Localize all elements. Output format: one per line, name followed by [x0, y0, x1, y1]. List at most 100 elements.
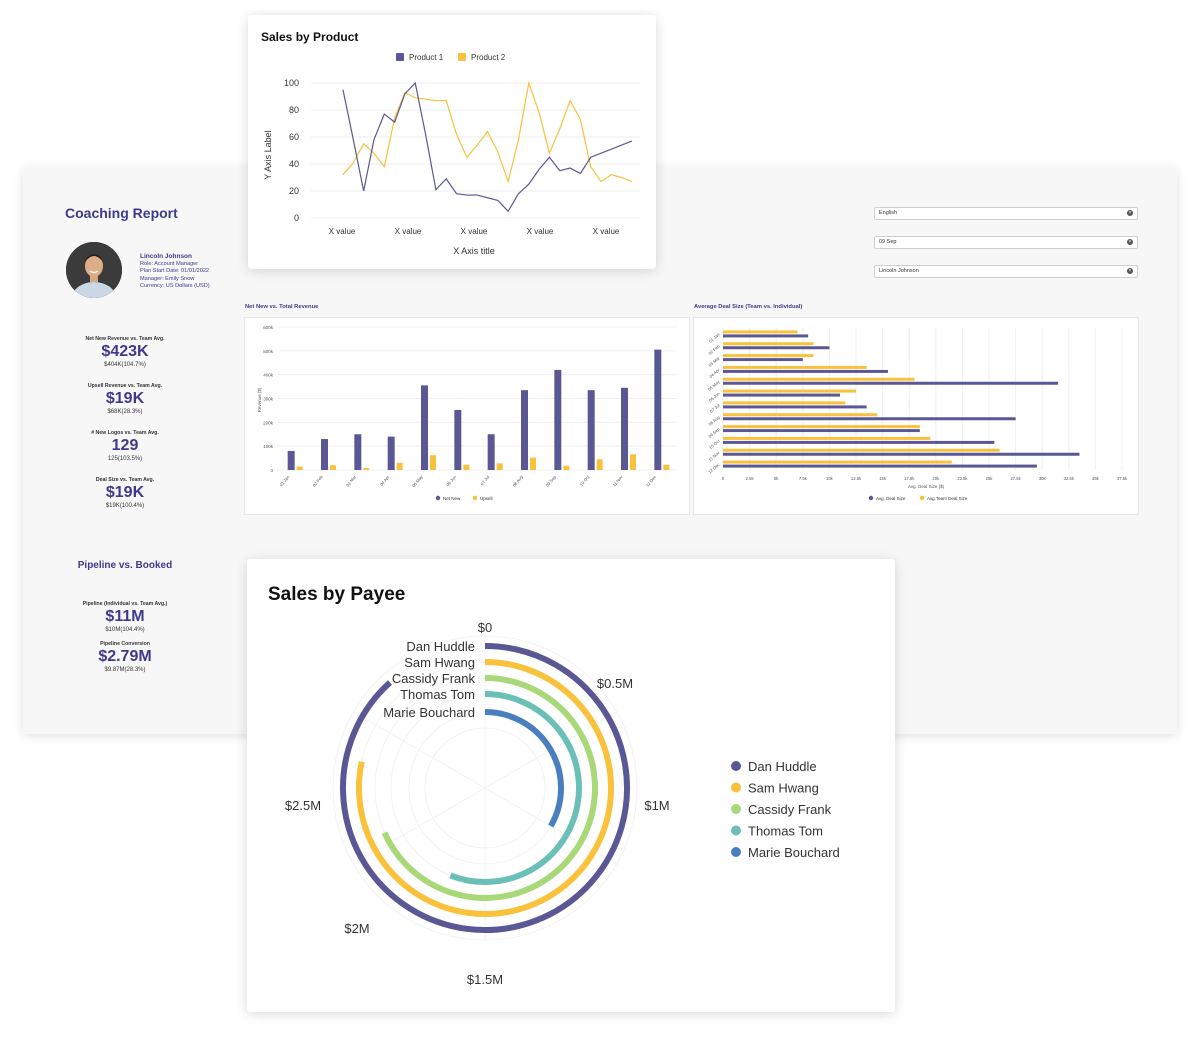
y-tick-label: 60 [289, 132, 299, 142]
bar-team-deal-size [723, 330, 798, 334]
x-tick-label: 35k [1092, 476, 1100, 481]
x-tick-label: 5k [774, 476, 779, 481]
axis-tick-label: $2M [344, 921, 369, 936]
y-tick-label: 100k [263, 444, 274, 449]
legend-swatch [396, 53, 404, 61]
bar-deal-size [723, 334, 809, 338]
bar-upsell [596, 459, 603, 470]
period-select[interactable]: 09 Sep × [874, 236, 1138, 249]
bar-team-deal-size [723, 413, 878, 417]
kpi-value: $2.79M [98, 648, 152, 665]
y-tick-label: 09 Sep [707, 426, 721, 439]
y-tick-label: 300k [263, 397, 274, 402]
bar-team-deal-size [723, 448, 1000, 452]
kpi-label: Upsell Revenue vs. Team Avg. [87, 383, 163, 389]
legend-label: Avg. Deal Size [876, 496, 906, 501]
kpi-label: Pipeline (Individual vs. Team Avg.) [82, 601, 168, 607]
legend-swatch [472, 495, 478, 501]
legend-swatch [458, 53, 466, 61]
x-tick-label: 17.5k [904, 476, 915, 481]
y-tick-label: 11 Nov [707, 450, 721, 463]
radial-bar-dan-huddle [340, 643, 630, 933]
bar-upsell [363, 468, 370, 470]
y-tick-label: 100 [284, 78, 299, 88]
legend-swatch [731, 825, 741, 836]
x-tick-label: 2.5k [746, 476, 755, 481]
legend-label: Net New [443, 496, 461, 501]
bar-deal-size [723, 452, 1080, 456]
bar-team-deal-size [723, 436, 931, 440]
bar-net-new [421, 385, 428, 470]
kpi-sub: $68K(28.3%) [107, 409, 143, 415]
bar-net-new [521, 390, 528, 470]
kpi-value: $11M [105, 608, 145, 625]
bar-net-new [387, 436, 395, 470]
legend-swatch [731, 804, 741, 814]
deal-size-chart: 0 2.5k 5k 7.5k 10k 12.5k 15k 17.5k 20k 22.5k 25k 27… [693, 317, 1139, 515]
avatar [66, 242, 122, 298]
bar-net-new [287, 450, 295, 470]
chart-title: Sales by Payee [268, 584, 405, 605]
legend-label: Marie Bouchard [748, 845, 840, 860]
x-tick-label: 20k [932, 476, 940, 481]
y-axis-title: Y Axis Label [263, 130, 273, 179]
x-tick-label: 04 Apr [379, 474, 391, 487]
kpi-sub: $10M(104.4%) [105, 627, 145, 633]
bar-deal-size [723, 381, 1059, 385]
x-tick-label: 06 Jun [445, 474, 457, 487]
legend-label: Product 1 [409, 53, 444, 62]
y-tick-label: 40 [289, 159, 299, 169]
axis-tick-label: $1M [644, 798, 669, 813]
kpi-value: $19K [105, 390, 145, 407]
kpi-value: $423K [101, 343, 149, 360]
x-axis-title: X Axis title [453, 246, 495, 256]
bar-team-deal-size [723, 425, 920, 429]
x-tick-label: X value [329, 227, 356, 236]
payee-select[interactable]: Lincoln Johnson × [874, 265, 1138, 278]
axis-tick-label: $0.5M [597, 676, 633, 691]
bar-upsell [496, 463, 503, 470]
bar-upsell [463, 464, 470, 470]
bar-upsell [563, 465, 570, 470]
category-label: Sam Hwang [404, 655, 475, 670]
bar-upsell [430, 455, 436, 470]
clear-icon[interactable]: × [1127, 239, 1133, 245]
bar-deal-size [723, 417, 1016, 421]
x-tick-label: 25k [986, 476, 994, 481]
legend-swatch [731, 847, 741, 857]
category-label: Cassidy Frank [392, 671, 476, 686]
x-tick-label: 22.5k [957, 476, 968, 481]
y-tick-label: 05 May [707, 379, 721, 392]
axis-tick-label: $2.5M [285, 798, 321, 813]
clear-icon[interactable]: × [1127, 210, 1133, 216]
legend-label: Product 2 [471, 53, 506, 62]
bar-deal-size [723, 429, 920, 433]
clear-icon[interactable]: × [1127, 268, 1133, 274]
y-tick-label: 400k [263, 373, 274, 378]
legend-swatch [731, 782, 741, 793]
bar-team-deal-size [723, 460, 952, 464]
bar-team-deal-size [723, 377, 915, 381]
x-tick-label: 08 Aug [512, 474, 525, 488]
legend-swatch [731, 761, 741, 771]
legend-swatch [435, 495, 441, 501]
bar-upsell [530, 457, 536, 470]
bar-deal-size [723, 440, 995, 444]
y-tick-label: 01 Jan [708, 331, 721, 343]
x-tick-label: X value [461, 227, 488, 236]
y-tick-label: 600k [263, 325, 274, 330]
bar-upsell [663, 464, 670, 470]
language-select[interactable]: English × [874, 207, 1138, 220]
axis-tick-label: $1.5M [467, 972, 503, 987]
bar-team-deal-size [723, 365, 867, 369]
y-tick-label: 08 Aug [707, 414, 721, 427]
sales-by-payee-card: Sales by Payee $0 $0.5M $1M $1.5M $2M $2.5M Dan… [247, 559, 895, 1012]
bar-net-new [654, 349, 662, 470]
y-tick-label: 10 Oct [708, 438, 721, 450]
kpi-net-new: Net New Revenue vs. Team Avg. $423K $404… [55, 336, 195, 368]
radial-bar-marie-bouchard [484, 709, 564, 828]
grid-spoke [353, 711, 486, 789]
series-line-product-2 [342, 80, 633, 184]
y-tick-label: 03 Mar [707, 355, 721, 368]
legend-label: Upsell [480, 496, 493, 501]
